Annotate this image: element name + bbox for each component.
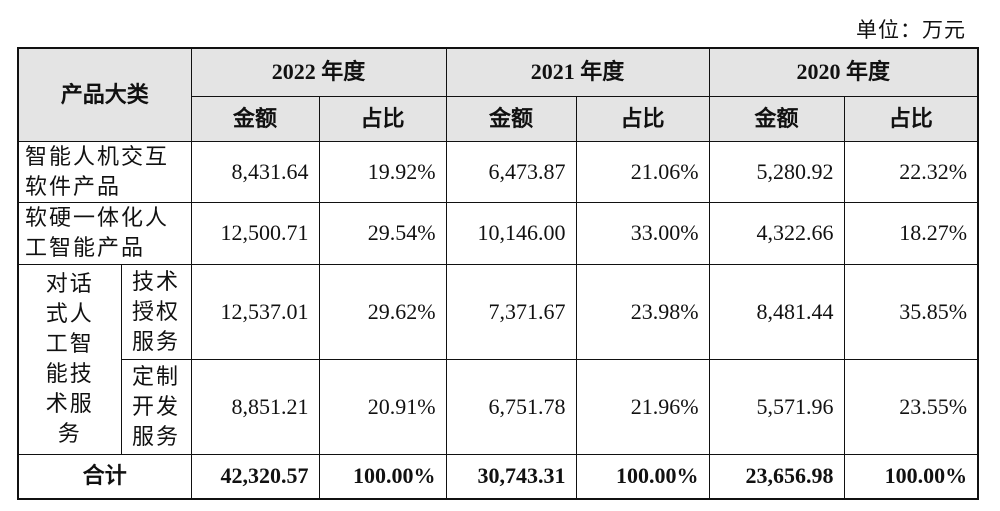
cell: 33.00% xyxy=(575,201,710,265)
cell: 6,751.78 xyxy=(445,358,577,455)
table-row: 金额 占比 金额 占比 金额 占比 xyxy=(18,95,979,142)
category-cell: 技术授权服务 xyxy=(120,263,192,360)
total-cell: 100.00% xyxy=(843,453,979,500)
header-cell: 金额 xyxy=(190,95,320,142)
cell: 7,371.67 xyxy=(445,263,577,360)
table-row: 产品大类 2022 年度 2021 年度 2020 年度 xyxy=(17,47,979,142)
total-label: 合计 xyxy=(17,453,192,500)
cell: 21.96% xyxy=(575,358,710,455)
total-cell: 42,320.57 xyxy=(190,453,320,500)
unit-note: 单位：万元 xyxy=(856,18,966,42)
cell: 35.85% xyxy=(843,263,979,360)
cell: 23.98% xyxy=(575,263,710,360)
category-cell: 智能人机交互软件产品 xyxy=(17,140,192,203)
header-cell: 2020 年度 xyxy=(708,47,979,97)
header-cell: 占比 xyxy=(575,95,710,142)
cell: 19.92% xyxy=(318,140,447,203)
header-cell: 金额 xyxy=(708,95,845,142)
cell: 20.91% xyxy=(318,358,447,455)
cell: 12,537.01 xyxy=(190,263,320,360)
cell: 8,851.21 xyxy=(190,358,320,455)
table-row: 对话式人工智能技术服务 技术授权服务 12,537.01 29.62% 7,371.67… xyxy=(17,263,979,455)
header-cell: 2021 年度 xyxy=(445,47,710,97)
category-cell: 定制开发服务 xyxy=(120,358,192,455)
header-cell: 2022 年度 xyxy=(190,47,447,97)
cell: 8,431.64 xyxy=(190,140,320,203)
total-cell: 100.00% xyxy=(318,453,447,500)
table-row: 智能人机交互软件产品 8,431.64 19.92% 6,473.87 21.06% 5,… xyxy=(17,140,979,203)
table-row: 合计 42,320.57 100.00% 30,743.31 100.00% 23,656… xyxy=(17,453,979,500)
cell: 6,473.87 xyxy=(445,140,577,203)
cell: 21.06% xyxy=(575,140,710,203)
cell: 23.55% xyxy=(843,358,979,455)
cell: 29.62% xyxy=(318,263,447,360)
cell: 12,500.71 xyxy=(190,201,320,265)
header-cell: 产品大类 xyxy=(17,47,192,142)
cell: 29.54% xyxy=(318,201,447,265)
category-cell: 软硬一体化人工智能产品 xyxy=(17,201,192,265)
cell: 18.27% xyxy=(843,201,979,265)
revenue-table: 产品大类 2022 年度 2021 年度 2020 年度 金额 占比 金额 占比 金额 占比 智能人… xyxy=(17,47,980,500)
total-cell: 30,743.31 xyxy=(445,453,577,500)
cell: 5,571.96 xyxy=(708,358,845,455)
cell: 5,280.92 xyxy=(708,140,845,203)
group-cell: 对话式人工智能技术服务 xyxy=(17,263,122,455)
cell: 10,146.00 xyxy=(445,201,577,265)
table-row: 定制开发服务 8,851.21 20.91% 6,751.78 21.96% 5,571.… xyxy=(18,358,979,455)
total-cell: 23,656.98 xyxy=(708,453,845,500)
header-cell: 占比 xyxy=(843,95,979,142)
cell: 22.32% xyxy=(843,140,979,203)
header-cell: 占比 xyxy=(318,95,447,142)
total-cell: 100.00% xyxy=(575,453,710,500)
cell: 8,481.44 xyxy=(708,263,845,360)
header-cell: 金额 xyxy=(445,95,577,142)
cell: 4,322.66 xyxy=(708,201,845,265)
table-row: 软硬一体化人工智能产品 12,500.71 29.54% 10,146.00 33.00… xyxy=(17,201,979,265)
